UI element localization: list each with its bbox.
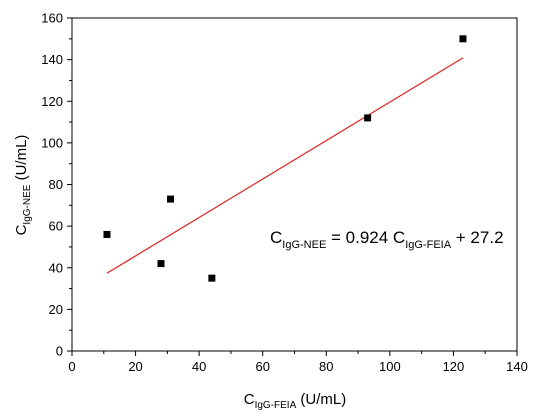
plot-marks: 0 20 40 60 80 100 120 140 0 20 40 60 80 100 120 140 160 xyxy=(41,11,528,375)
y-tick-label: 60 xyxy=(49,219,63,234)
x-axis-title: CIgG-FEIA (U/mL) xyxy=(244,391,347,411)
data-point xyxy=(157,260,165,268)
y-tick-label: 20 xyxy=(49,302,63,317)
x-tick-label: 40 xyxy=(192,359,206,374)
x-tick-label: 0 xyxy=(68,359,75,374)
x-tick-label: 20 xyxy=(128,359,142,374)
data-point xyxy=(364,114,372,122)
x-tick-label: 80 xyxy=(319,359,333,374)
regression-equation: CIgG-NEE = 0.924 CIgG-FEIA + 27.2 xyxy=(270,228,504,251)
data-point xyxy=(103,230,111,238)
y-axis-title: CIgG-NEE (U/mL) xyxy=(13,135,33,236)
x-tick-label: 120 xyxy=(443,359,465,374)
data-point xyxy=(459,35,467,43)
regression-line xyxy=(106,57,464,274)
y-tick-label: 140 xyxy=(41,52,63,67)
y-tick-label: 120 xyxy=(41,94,63,109)
plot-frame xyxy=(71,17,518,352)
data-point xyxy=(167,195,175,203)
y-tick-label: 100 xyxy=(41,135,63,150)
x-tick-label: 60 xyxy=(255,359,269,374)
x-tick-label: 140 xyxy=(506,359,528,374)
x-tick-label: 100 xyxy=(379,359,401,374)
y-tick-label: 40 xyxy=(49,260,63,275)
data-point xyxy=(208,274,216,282)
y-tick-label: 80 xyxy=(49,177,63,192)
y-tick-label: 160 xyxy=(41,11,63,26)
y-tick-label: 0 xyxy=(56,344,63,359)
